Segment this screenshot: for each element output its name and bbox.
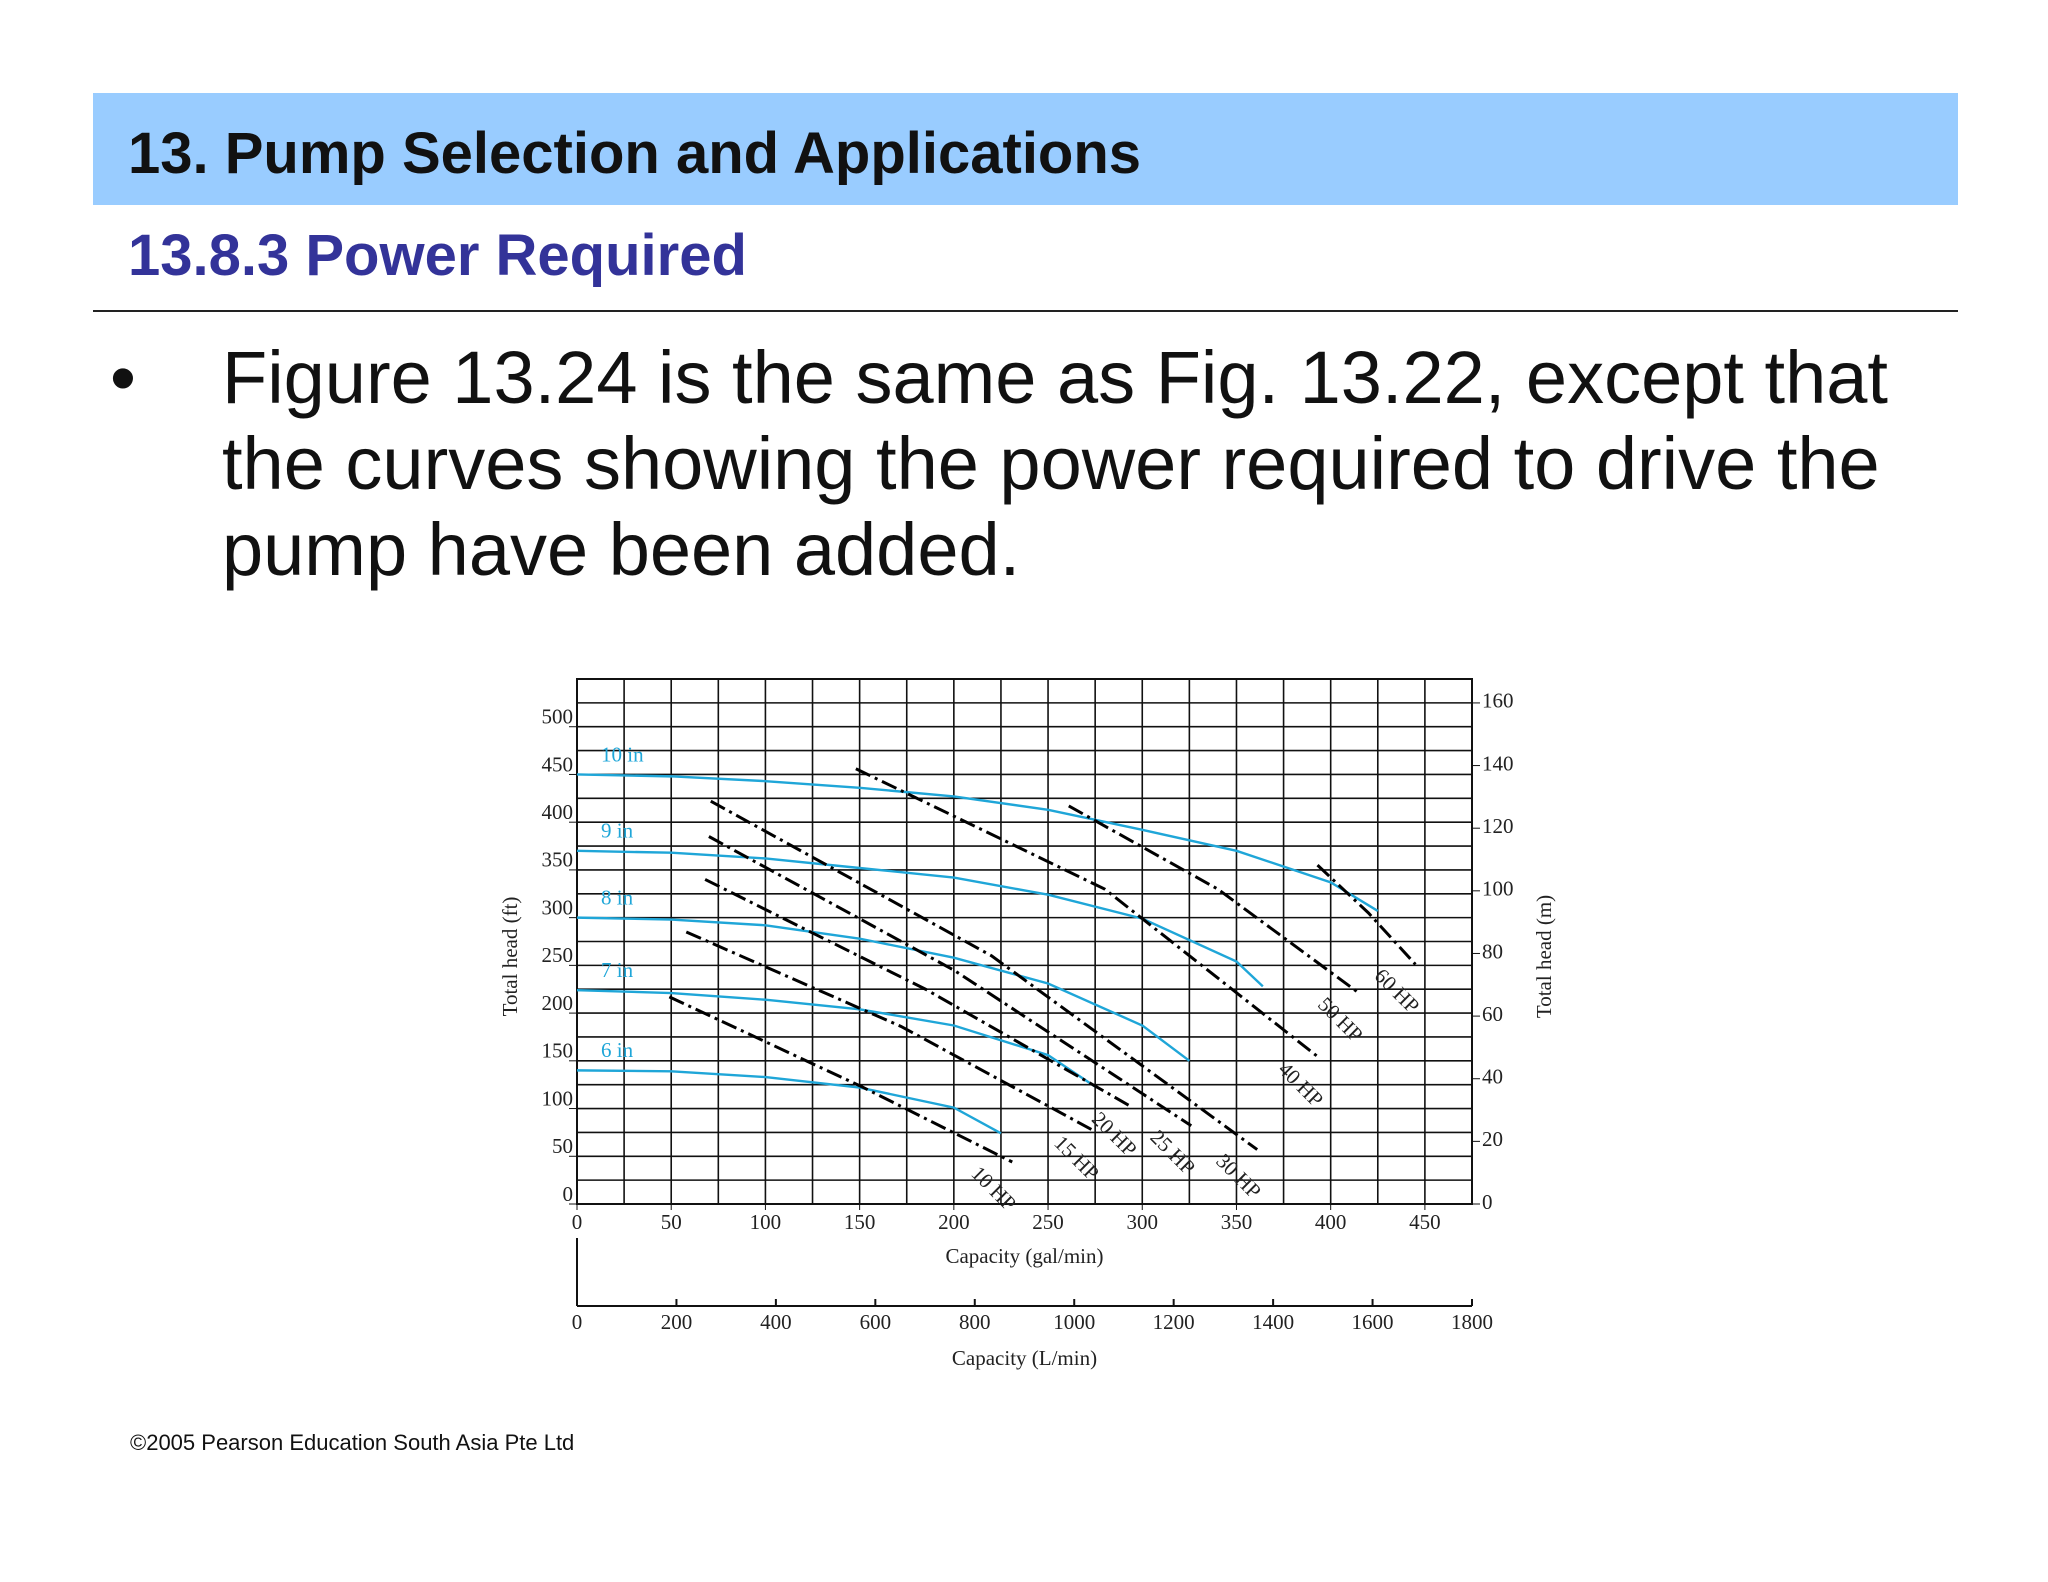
y-tick-label: 150 [542,1039,574,1063]
y-tick-label: 200 [542,991,574,1015]
x2-tick-label: 200 [661,1310,693,1334]
impeller-curve [576,849,1264,988]
y-tick-label: 250 [542,943,574,967]
y-tick-label: 350 [542,848,574,872]
y2-tick-label: 0 [1482,1190,1493,1214]
x-tick-label: 200 [938,1210,970,1234]
x2-tick-label: 0 [572,1310,583,1334]
power-curve [708,835,1193,1127]
power-curve [1316,864,1417,966]
x2-tick-label: 1400 [1252,1310,1294,1334]
slide-subtitle: 13.8.3 Power Required [128,223,747,288]
x2-axis-title: Capacity (L/min) [952,1346,1097,1370]
y2-tick-label: 100 [1482,877,1514,901]
y-tick-label: 500 [542,705,574,729]
power-label: 10 HP [967,1161,1022,1216]
impeller-label: 10 in [601,742,644,766]
y-tick-label: 0 [563,1182,574,1206]
y-tick-label: 300 [542,895,574,919]
bullet-list: Figure 13.24 is the same as Fig. 13.22, … [110,335,1902,593]
y-tick-label: 450 [542,752,574,776]
x-tick-label: 300 [1127,1210,1159,1234]
power-curve [685,930,1096,1133]
impeller-curve [576,916,1191,1062]
x-tick-label: 250 [1032,1210,1064,1234]
x-tick-label: 100 [750,1210,782,1234]
impeller-curve [576,773,1379,912]
impeller-label: 9 in [601,819,634,843]
y2-tick-label: 140 [1482,751,1514,775]
y2-tick-label: 120 [1482,814,1514,838]
power-curve [704,878,1134,1109]
bullet: Figure 13.24 is the same as Fig. 13.22, … [110,335,1902,593]
footer: ©2005 Pearson Education South Asia Pte L… [130,1430,575,1455]
power-label: 50 HP [1313,992,1368,1047]
x2-tick-label: 1000 [1053,1310,1095,1334]
y2-tick-label: 20 [1482,1127,1503,1151]
x-tick-label: 400 [1315,1210,1347,1234]
y-axis-title: Total head (ft) [498,897,522,1017]
slide-title: 13. Pump Selection and Applications [128,121,1142,186]
x2-tick-label: 1200 [1153,1310,1195,1334]
y-tick-label: 100 [542,1086,574,1110]
x-tick-label: 50 [661,1210,682,1234]
plot-frame [576,678,1473,1205]
x-tick-label: 350 [1221,1210,1253,1234]
x-axis-title: Capacity (gal/min) [945,1244,1103,1268]
impeller-curve [576,1069,1002,1135]
y-tick-label: 50 [552,1134,573,1158]
y2-tick-label: 60 [1482,1002,1503,1026]
x2-tick-label: 400 [760,1310,792,1334]
x2-tick-label: 600 [860,1310,892,1334]
y-tick-label: 400 [542,800,574,824]
power-curve [855,767,1321,1060]
x-tick-label: 450 [1409,1210,1441,1234]
y2-axis-title: Total head (m) [1532,895,1556,1018]
header-band [93,93,1958,205]
x2-tick-label: 1600 [1352,1310,1394,1334]
divider [93,310,1958,312]
power-curve [710,799,1259,1151]
impeller-label: 6 in [601,1038,634,1062]
impeller-label: 7 in [601,958,634,982]
power-curve [668,995,1013,1164]
x2-tick-label: 800 [959,1310,991,1334]
y2-tick-label: 160 [1482,689,1514,713]
y2-tick-label: 40 [1482,1065,1503,1089]
impeller-label: 8 in [601,885,634,909]
x-tick-label: 0 [572,1210,583,1234]
y2-tick-label: 80 [1482,939,1503,963]
x2-tick-label: 1800 [1451,1310,1493,1334]
x-tick-label: 150 [844,1210,876,1234]
